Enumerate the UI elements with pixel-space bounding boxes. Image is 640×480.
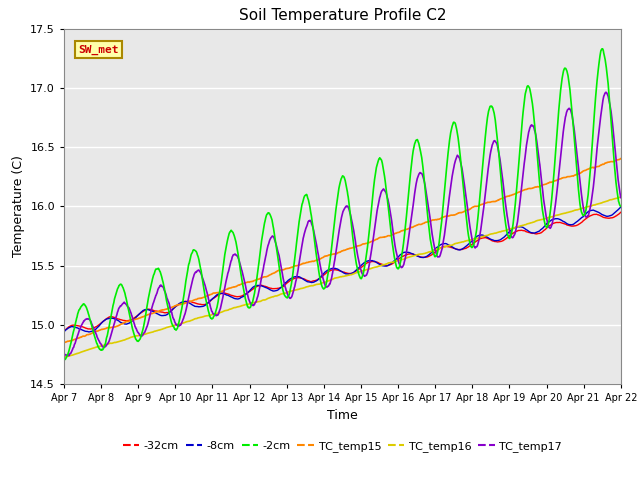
Title: Soil Temperature Profile C2: Soil Temperature Profile C2 bbox=[239, 9, 446, 24]
Y-axis label: Temperature (C): Temperature (C) bbox=[12, 156, 25, 257]
Legend: -32cm, -8cm, -2cm, TC_temp15, TC_temp16, TC_temp17: -32cm, -8cm, -2cm, TC_temp15, TC_temp16,… bbox=[118, 437, 566, 456]
Text: SW_met: SW_met bbox=[78, 45, 118, 55]
X-axis label: Time: Time bbox=[327, 408, 358, 421]
